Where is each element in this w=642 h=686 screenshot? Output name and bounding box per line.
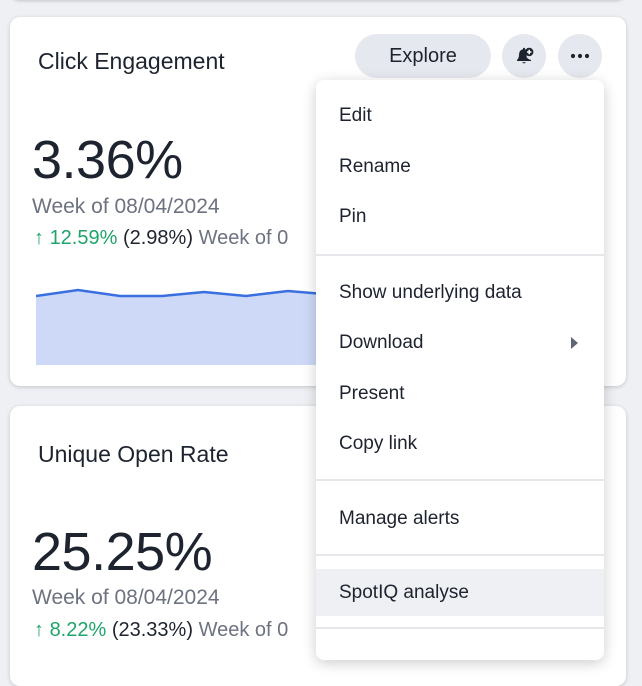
change-period: Week of 0	[198, 227, 289, 249]
change-absolute: (2.98%)	[122, 227, 193, 249]
menu-item-copy-link[interactable]: Copy link	[339, 433, 418, 454]
bell-plus-icon	[517, 47, 534, 64]
add-alert-button[interactable]	[502, 34, 546, 78]
sparkline-chart	[36, 288, 336, 365]
more-options-button[interactable]	[558, 34, 602, 78]
change-row: ↑ 12.59% (2.98%) Week of 0	[34, 227, 288, 250]
menu-item-manage-alerts[interactable]: Manage alerts	[339, 508, 460, 529]
menu-divider	[316, 627, 604, 629]
menu-divider	[316, 554, 604, 556]
change-row: ↑ 8.22% (23.33%) Week of 0	[34, 619, 288, 642]
sparkline-area	[36, 290, 336, 365]
kpi-period: Week of 08/04/2024	[32, 195, 220, 218]
kpi-value: 25.25%	[32, 522, 213, 582]
kpi-period: Week of 08/04/2024	[32, 586, 220, 609]
change-period: Week of 0	[198, 619, 289, 641]
menu-divider	[316, 479, 604, 481]
sparkline-line	[36, 288, 336, 298]
menu-item-label: Download	[339, 332, 424, 353]
menu-item-rename[interactable]: Rename	[339, 156, 411, 177]
change-percent: 12.59%	[49, 227, 118, 249]
explore-button[interactable]: Explore	[355, 34, 491, 78]
menu-item-spotiq-analyse[interactable]: SpotIQ analyse	[316, 569, 604, 616]
menu-item-present[interactable]: Present	[339, 383, 405, 404]
menu-item-edit[interactable]: Edit	[339, 105, 372, 126]
arrow-up-icon: ↑	[34, 227, 44, 249]
card-title: Click Engagement	[38, 48, 225, 74]
change-absolute: (23.33%)	[111, 619, 193, 641]
submenu-arrow-icon	[571, 337, 578, 349]
menu-item-download[interactable]: Download	[316, 321, 604, 365]
menu-item-pin[interactable]: Pin	[339, 206, 367, 227]
change-percent: 8.22%	[49, 619, 107, 641]
kpi-value: 3.36%	[32, 130, 183, 190]
card-title: Unique Open Rate	[38, 441, 229, 467]
arrow-up-icon: ↑	[34, 619, 44, 641]
ellipsis-icon	[570, 53, 590, 59]
menu-divider	[316, 254, 604, 256]
menu-item-show-underlying-data[interactable]: Show underlying data	[339, 282, 522, 303]
more-options-menu: Edit Rename Pin Show underlying data Dow…	[316, 80, 604, 660]
